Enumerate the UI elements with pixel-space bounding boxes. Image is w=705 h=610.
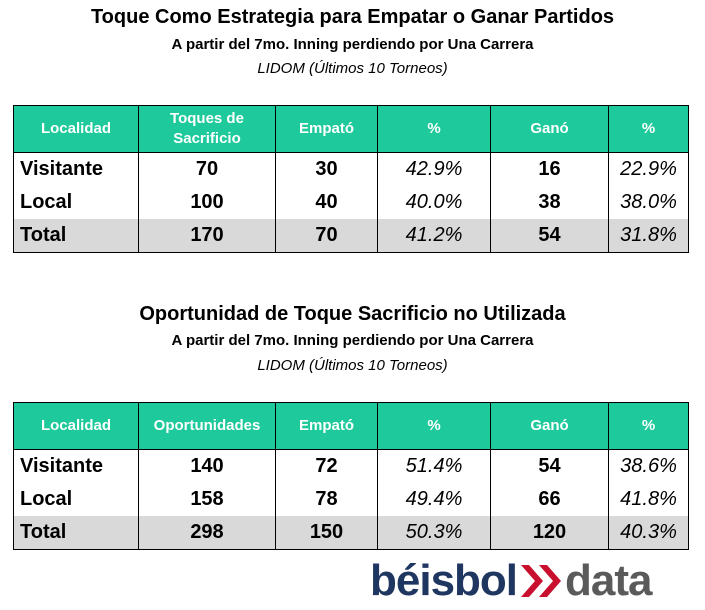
table-cell: 120 xyxy=(490,516,609,550)
table-cell: Total xyxy=(13,516,139,550)
table-row: Total 170 70 41.2% 54 31.8% xyxy=(13,219,689,253)
header-cell: % xyxy=(377,105,491,153)
header-cell: Oportunidades xyxy=(138,402,276,450)
table-cell: 51.4% xyxy=(377,449,491,483)
table-cell: Local xyxy=(13,186,139,219)
table-cell: 30 xyxy=(275,152,378,186)
table-cell: 100 xyxy=(138,186,276,219)
table-row: Local 100 40 40.0% 38 38.0% xyxy=(13,186,689,219)
table-cell: 41.2% xyxy=(377,219,491,253)
table-row: Total 298 150 50.3% 120 40.3% xyxy=(13,516,689,550)
table-cell: 40 xyxy=(275,186,378,219)
logo: béisbol data xyxy=(370,556,653,606)
header-cell: Ganó xyxy=(490,402,609,450)
table-cell: 150 xyxy=(275,516,378,550)
table-cell: Total xyxy=(13,219,139,253)
table-cell: 66 xyxy=(490,483,609,516)
table-cell: Local xyxy=(13,483,139,516)
header-row: Localidad Oportunidades Empató% Ganó% xyxy=(13,402,689,450)
header-cell: Ganó xyxy=(490,105,609,153)
data-table: Localidad Toques de Sacrificio Empató% Ganó… xyxy=(13,105,689,253)
table-cell: 70 xyxy=(275,219,378,253)
table-cell: 50.3% xyxy=(377,516,491,550)
header-cell: % xyxy=(377,402,491,450)
table-cell: 78 xyxy=(275,483,378,516)
table-cell: 54 xyxy=(490,449,609,483)
header-cell: Toques de Sacrificio xyxy=(138,105,276,153)
table-cell: 298 xyxy=(138,516,276,550)
header-cell: Empató xyxy=(275,402,378,450)
table-row: Visitante 70 30 42.9% 16 22.9% xyxy=(13,152,689,186)
header-row: Localidad Toques de Sacrificio Empató% Ganó… xyxy=(13,105,689,153)
table-source: LIDOM (Últimos 10 Torneos) xyxy=(257,60,448,77)
header-cell: Localidad xyxy=(13,105,139,153)
table-cell: 49.4% xyxy=(377,483,491,516)
header-cell: Localidad xyxy=(13,402,139,450)
table-cell: 42.9% xyxy=(377,152,491,186)
header-cell: % xyxy=(608,105,689,153)
logo-left: béisbol xyxy=(370,556,518,605)
header-cell: % xyxy=(608,402,689,450)
table-cell: 70 xyxy=(138,152,276,186)
table-cell: 38.0% xyxy=(608,186,689,219)
table-cell: Visitante xyxy=(13,152,139,186)
data-table: Localidad Oportunidades Empató% Ganó% Visita… xyxy=(13,402,689,550)
table-cell: 40.0% xyxy=(377,186,491,219)
table-cell: Visitante xyxy=(13,449,139,483)
table-cell: 170 xyxy=(138,219,276,253)
table-cell: 72 xyxy=(275,449,378,483)
table-cell: 16 xyxy=(490,152,609,186)
table-cell: 54 xyxy=(490,219,609,253)
logo-chevrons xyxy=(521,565,562,597)
table-cell: 22.9% xyxy=(608,152,689,186)
table-title: Toque Como Estrategia para Empatar o Gan… xyxy=(90,6,615,28)
table-cell: 38 xyxy=(490,186,609,219)
table-cell: 38.6% xyxy=(608,449,689,483)
table-subtitle: A partir del 7mo. Inning perdiendo por U… xyxy=(171,332,534,349)
table-title: Oportunidad de Toque Sacrificio no Utili… xyxy=(139,303,566,325)
table-row: Visitante 140 72 51.4% 54 38.6% xyxy=(13,449,689,483)
table-cell: 158 xyxy=(138,483,276,516)
logo-right: data xyxy=(565,556,652,605)
table-cell: 31.8% xyxy=(608,219,689,253)
table-cell: 40.3% xyxy=(608,516,689,550)
table-row: Local 158 78 49.4% 66 41.8% xyxy=(13,483,689,516)
table-cell: 140 xyxy=(138,449,276,483)
header-cell: Empató xyxy=(275,105,378,153)
table-source: LIDOM (Últimos 10 Torneos) xyxy=(257,357,448,374)
table-cell: 41.8% xyxy=(608,483,689,516)
table-subtitle: A partir del 7mo. Inning perdiendo por U… xyxy=(171,36,534,53)
